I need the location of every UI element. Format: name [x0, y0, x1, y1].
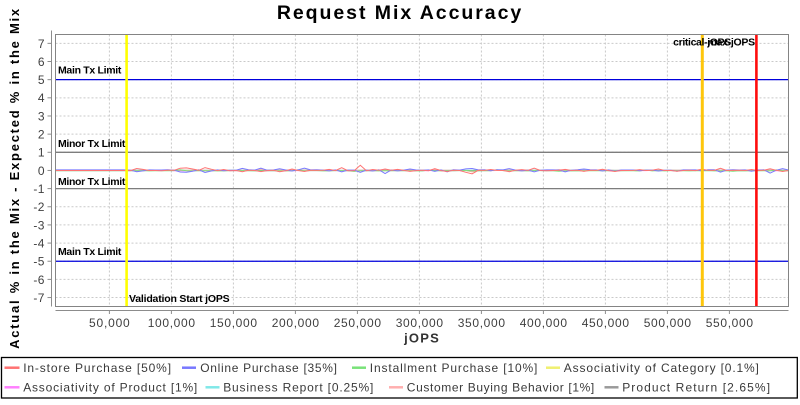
svg-text:300,000: 300,000	[396, 316, 444, 330]
svg-text:3: 3	[38, 109, 45, 123]
svg-text:Customer Buying Behavior [1%]: Customer Buying Behavior [1%]	[407, 381, 595, 395]
svg-text:250,000: 250,000	[334, 316, 382, 330]
svg-text:-7: -7	[33, 291, 44, 305]
svg-text:200,000: 200,000	[272, 316, 320, 330]
svg-text:Main Tx Limit: Main Tx Limit	[58, 65, 122, 77]
svg-text:Online Purchase [35%]: Online Purchase [35%]	[200, 361, 337, 375]
svg-text:2: 2	[38, 128, 45, 142]
svg-text:Associativity of Product [1%]: Associativity of Product [1%]	[23, 381, 198, 395]
svg-text:100,000: 100,000	[148, 316, 196, 330]
svg-text:Installment Purchase [10%]: Installment Purchase [10%]	[370, 361, 538, 375]
svg-text:Business Report [0.25%]: Business Report [0.25%]	[223, 381, 374, 395]
svg-text:50,000: 50,000	[89, 316, 131, 330]
svg-text:450,000: 450,000	[582, 316, 630, 330]
svg-text:Validation Start jOPS: Validation Start jOPS	[129, 293, 230, 305]
svg-text:400,000: 400,000	[520, 316, 568, 330]
svg-text:5: 5	[38, 73, 45, 87]
svg-text:350,000: 350,000	[458, 316, 506, 330]
svg-text:-6: -6	[33, 273, 44, 287]
svg-text:jOPS: jOPS	[403, 331, 440, 346]
svg-text:-5: -5	[33, 255, 44, 269]
svg-text:-3: -3	[33, 218, 44, 232]
svg-text:550,000: 550,000	[706, 316, 754, 330]
svg-text:7: 7	[38, 37, 45, 51]
svg-text:Main Tx Limit: Main Tx Limit	[58, 246, 122, 258]
svg-text:-2: -2	[33, 200, 44, 214]
svg-text:Product Return [2.65%]: Product Return [2.65%]	[622, 381, 771, 395]
svg-text:6: 6	[38, 55, 45, 69]
svg-text:4: 4	[38, 91, 45, 105]
svg-text:500,000: 500,000	[644, 316, 692, 330]
svg-text:-1: -1	[33, 182, 44, 196]
svg-text:150,000: 150,000	[210, 316, 258, 330]
svg-text:1: 1	[38, 146, 45, 160]
svg-text:max-jOPS: max-jOPS	[708, 36, 755, 48]
svg-text:Minor Tx Limit: Minor Tx Limit	[58, 138, 126, 150]
svg-text:Minor Tx Limit: Minor Tx Limit	[58, 176, 126, 188]
svg-text:critical-jOPS: critical-jOPS	[673, 36, 731, 48]
svg-text:-4: -4	[33, 236, 44, 250]
svg-text:Request Mix Accuracy: Request Mix Accuracy	[277, 2, 523, 24]
svg-text:Associativity of Category [0.1: Associativity of Category [0.1%]	[564, 361, 760, 375]
svg-text:0: 0	[38, 164, 45, 178]
svg-text:In-store Purchase [50%]: In-store Purchase [50%]	[23, 361, 172, 375]
svg-text:Actual % in the Mix - Expected: Actual % in the Mix - Expected % in the …	[7, 7, 22, 349]
